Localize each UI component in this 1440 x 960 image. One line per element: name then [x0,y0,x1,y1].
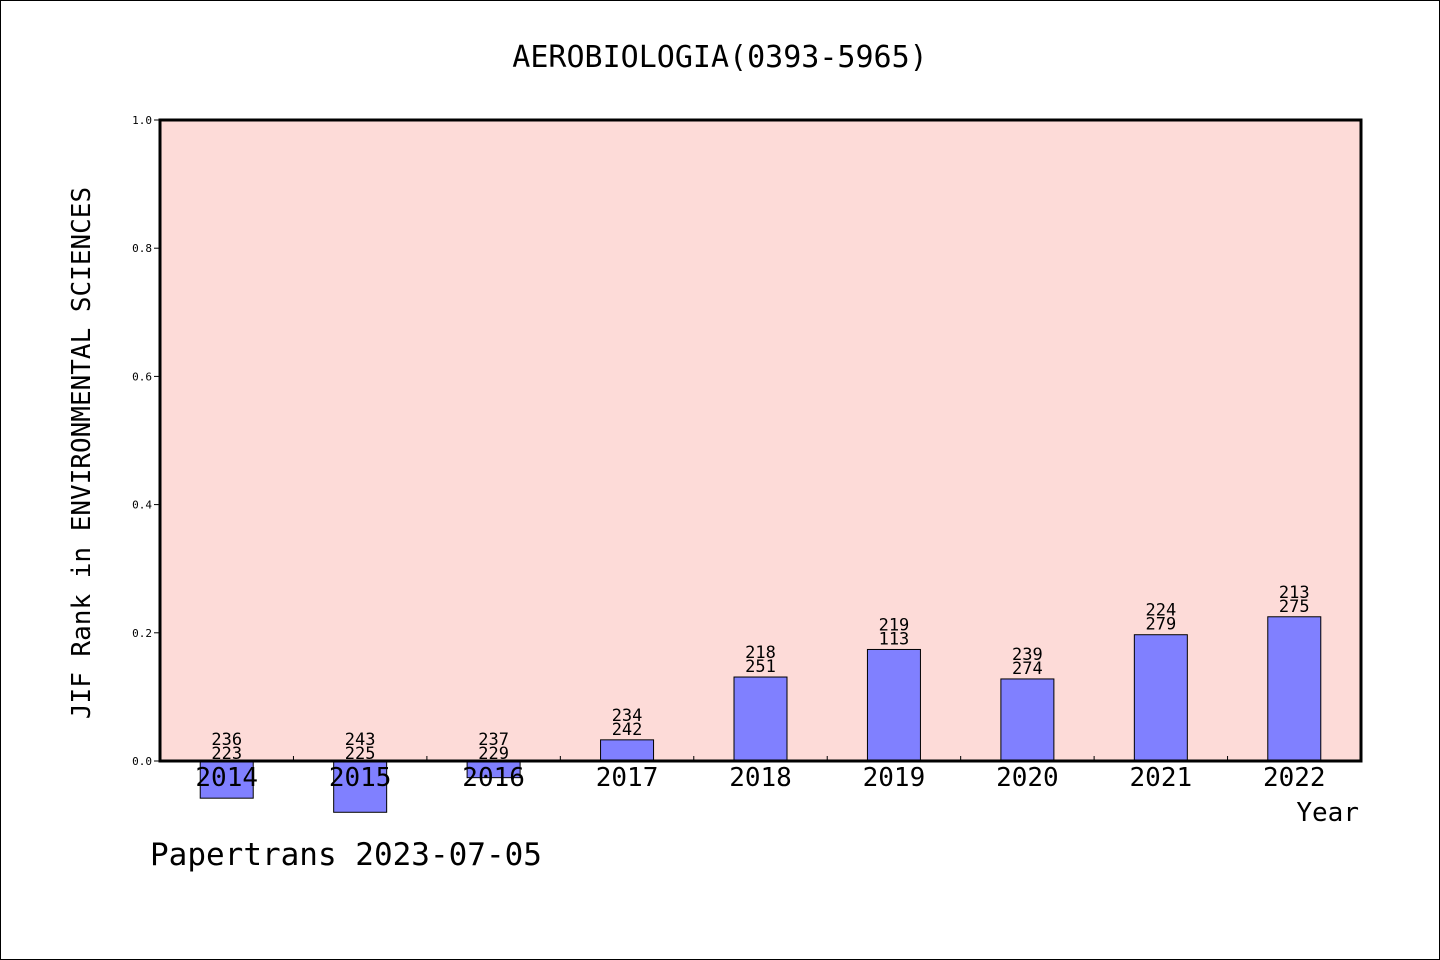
x-tick-labels: 2014 2015 2016 2017 2018 2019 2020 2021 2022 [195,763,1325,793]
bar-2021 [1133,634,1188,762]
bar-2014 [199,760,254,799]
data-label-top: 224 [1145,601,1176,621]
data-labels: 2362232432252372292342422182512191132392… [211,583,1309,764]
data-label-top: 243 [345,730,376,750]
x-tick-label: 2015 [329,763,392,793]
y-axis-label: JIF Rank in ENVIRONMENTAL SCIENCES [67,187,97,719]
data-label-top: 237 [478,730,509,750]
data-label-top: 236 [211,730,242,750]
bar-2015 [333,760,388,813]
x-tick-label: 2019 [863,763,926,793]
x-tick-label: 2014 [195,763,258,793]
x-tick-label: 2021 [1130,763,1193,793]
data-label-bottom: 242 [612,720,643,740]
data-label-bottom: 229 [478,744,509,764]
data-label-bottom: 274 [1012,659,1043,679]
y-tick-label: 1.0 [132,114,152,127]
y-tick-label: 0.8 [132,242,152,255]
y-tick-label: 0.2 [132,627,152,640]
x-tick-label: 2018 [729,763,792,793]
y-tick-label: 0.4 [132,499,152,512]
data-label-bottom: 275 [1279,597,1310,617]
y-tick-label: 0.0 [132,755,152,768]
x-tick-label: 2022 [1263,763,1326,793]
bar-2018 [733,676,788,762]
y-tick-label: 0.6 [132,370,152,383]
x-tick-label: 2017 [596,763,659,793]
data-label-bottom: 251 [745,657,776,677]
data-label-bottom: 113 [879,629,910,649]
data-label-top: 218 [745,643,776,663]
x-tick-label: 2016 [462,763,525,793]
data-label-bottom: 223 [211,744,242,764]
data-label-top: 213 [1279,583,1310,603]
bar-2019 [866,648,921,762]
data-label-top: 239 [1012,645,1043,665]
data-label-bottom: 279 [1145,615,1176,635]
footer-credit: Papertrans 2023-07-05 [150,837,542,873]
chart-title: AEROBIOLOGIA(0393-5965) [512,40,927,75]
data-label-bottom: 225 [345,744,376,764]
bar-2022 [1267,616,1322,762]
bar-2020 [1000,678,1055,762]
x-tick-label: 2020 [996,763,1059,793]
data-label-top: 219 [879,615,910,635]
bar-series [199,616,1322,813]
y-axis-ticks: 0.0 0.2 0.4 0.6 0.8 1.0 [132,114,160,768]
data-label-top: 234 [612,706,643,726]
x-axis-label: Year [1296,798,1359,828]
bar-2017 [600,739,655,762]
